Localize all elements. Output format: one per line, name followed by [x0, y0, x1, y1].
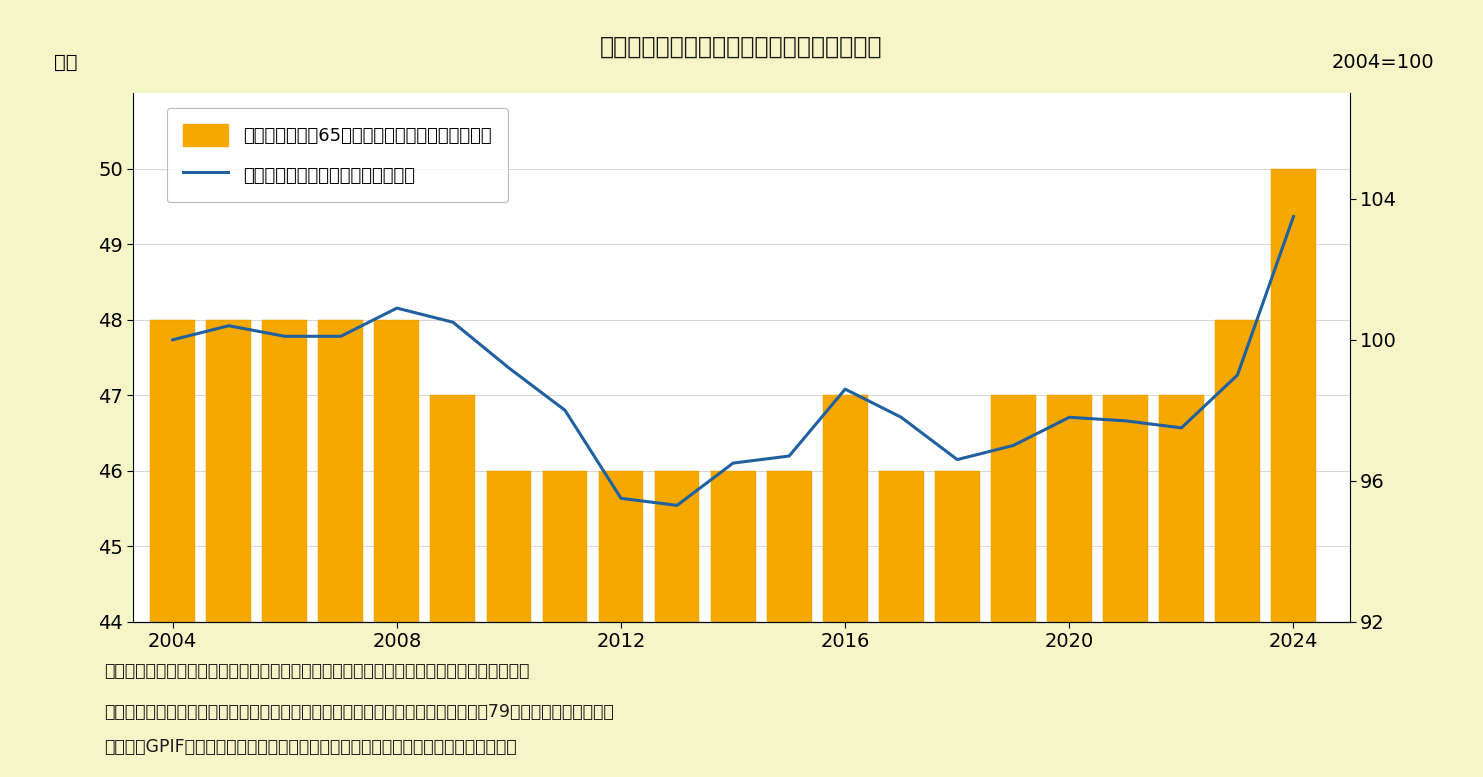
Bar	[374, 319, 420, 777]
Bar	[823, 395, 868, 777]
Text: 万円: 万円	[55, 53, 79, 72]
Bar	[430, 395, 476, 777]
Text: 図表２：在職老齢年金の減額判定基準の推移: 図表２：在職老齢年金の減額判定基準の推移	[601, 35, 882, 59]
Bar	[767, 471, 811, 777]
Bar	[599, 471, 644, 777]
Bar	[934, 471, 980, 777]
Text: （資料）総務省「消費者物価指数」、厚生労働省「令和４年度　厚生年金保険法第79条の８第２項に基づく: （資料）総務省「消費者物価指数」、厚生労働省「令和４年度 厚生年金保険法第79条…	[104, 703, 614, 721]
Bar	[1215, 319, 1261, 777]
Bar	[1271, 169, 1315, 777]
Text: 2004=100: 2004=100	[1332, 53, 1434, 72]
Bar	[262, 319, 307, 777]
Bar	[319, 319, 363, 777]
Text: （注１）名目賃金の指数は、在職老齢年金に関する法律の規定に沿って筆者が試算した値。: （注１）名目賃金の指数は、在職老齢年金に関する法律の規定に沿って筆者が試算した値…	[104, 662, 529, 680]
Bar	[1047, 395, 1091, 777]
Bar	[150, 319, 196, 777]
Legend: 在職老齢年金（65歳以降）の減額基準（左目盛）, 前年度の名目賃金の指数（右目盛）: 在職老齢年金（65歳以降）の減額基準（左目盛）, 前年度の名目賃金の指数（右目盛…	[166, 107, 507, 202]
Bar	[1103, 395, 1148, 777]
Bar	[543, 471, 587, 777]
Bar	[654, 471, 700, 777]
Bar	[206, 319, 251, 777]
Text: GPIFに係る管理積立金の管理及び運用の状況についての評価の結果」ほか。: GPIFに係る管理積立金の管理及び運用の状況についての評価の結果」ほか。	[104, 738, 516, 756]
Bar	[991, 395, 1035, 777]
Bar	[710, 471, 755, 777]
Bar	[879, 471, 924, 777]
Bar	[1160, 395, 1204, 777]
Bar	[486, 471, 531, 777]
